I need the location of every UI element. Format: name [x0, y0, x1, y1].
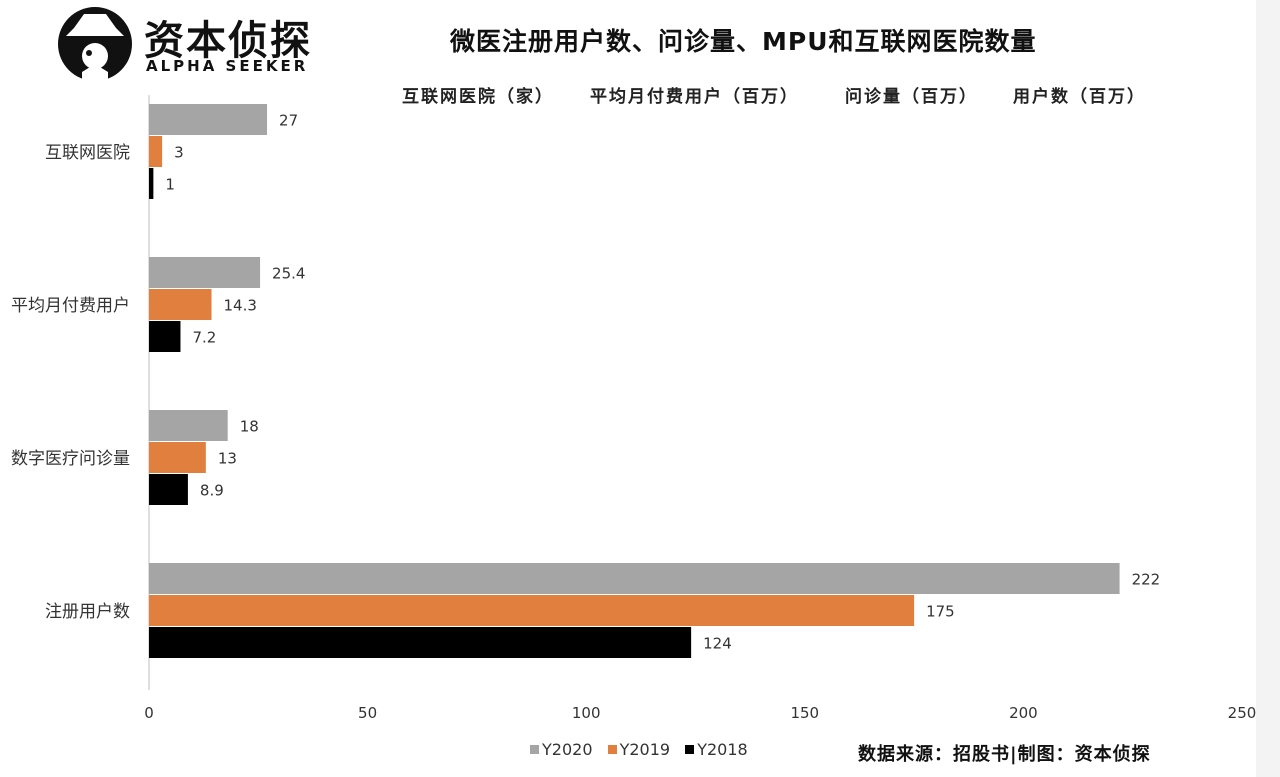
x-tick-label: 0	[144, 704, 154, 722]
x-tick-label: 150	[790, 704, 819, 722]
x-tick-label: 250	[1228, 704, 1257, 722]
alpha-seeker-logo	[58, 7, 132, 82]
category-label: 互联网医院	[45, 143, 130, 163]
category-label: 数字医疗问诊量	[11, 449, 130, 469]
brand-name-en: ALPHA SEEKER	[146, 57, 309, 75]
data-label: 18	[240, 418, 259, 436]
data-label: 14.3	[224, 297, 257, 315]
unit-label-users: 用户数（百万）	[1013, 87, 1146, 107]
bar	[149, 104, 268, 135]
data-label: 222	[1132, 571, 1161, 589]
data-label: 13	[218, 450, 237, 468]
data-source-note: 数据来源：招股书|制图：资本侦探	[858, 744, 1151, 765]
bar	[149, 627, 692, 658]
bar	[149, 442, 206, 473]
page-edge	[1256, 0, 1280, 777]
data-label: 7.2	[192, 329, 216, 347]
bar	[149, 136, 163, 167]
unit-label-hospitals: 互联网医院（家）	[402, 87, 554, 107]
bar	[149, 595, 915, 626]
data-label: 175	[926, 603, 955, 621]
bar	[149, 289, 212, 320]
data-label: 8.9	[200, 482, 224, 500]
bar	[149, 257, 261, 288]
legend-label-y2018: Y2018	[697, 740, 748, 759]
legend-item-y2018: Y2018	[685, 740, 748, 759]
legend-label-y2019: Y2019	[619, 740, 671, 759]
data-label: 3	[174, 144, 184, 162]
chart-title: 微医注册用户数、问诊量、MPU和互联网医院数量	[450, 27, 1037, 56]
x-tick-label: 100	[572, 704, 601, 722]
data-label: 25.4	[272, 265, 305, 283]
category-label: 注册用户数	[45, 602, 130, 622]
unit-label-consultations: 问诊量（百万）	[845, 87, 978, 107]
x-tick-label: 200	[1009, 704, 1038, 722]
bar	[149, 410, 228, 441]
unit-label-mpu: 平均月付费用户（百万）	[590, 87, 799, 107]
legend-item-y2020: Y2020	[530, 740, 593, 759]
category-label: 平均月付费用户	[11, 296, 130, 316]
data-label: 27	[279, 112, 298, 130]
legend-swatch-y2020	[530, 745, 539, 754]
chart-legend: Y2020 Y2019 Y2018	[530, 740, 758, 759]
legend-label-y2020: Y2020	[542, 740, 593, 759]
brand-name-cn: 资本侦探	[144, 18, 312, 64]
bar	[149, 563, 1120, 594]
data-label: 124	[703, 635, 732, 653]
bar	[149, 321, 181, 352]
legend-swatch-y2018	[685, 745, 695, 754]
legend-swatch-y2019	[607, 745, 617, 754]
x-tick-label: 50	[358, 704, 377, 722]
bar	[149, 474, 188, 505]
data-label: 1	[165, 176, 175, 194]
legend-item-y2019: Y2019	[607, 740, 671, 759]
bar	[149, 168, 154, 199]
